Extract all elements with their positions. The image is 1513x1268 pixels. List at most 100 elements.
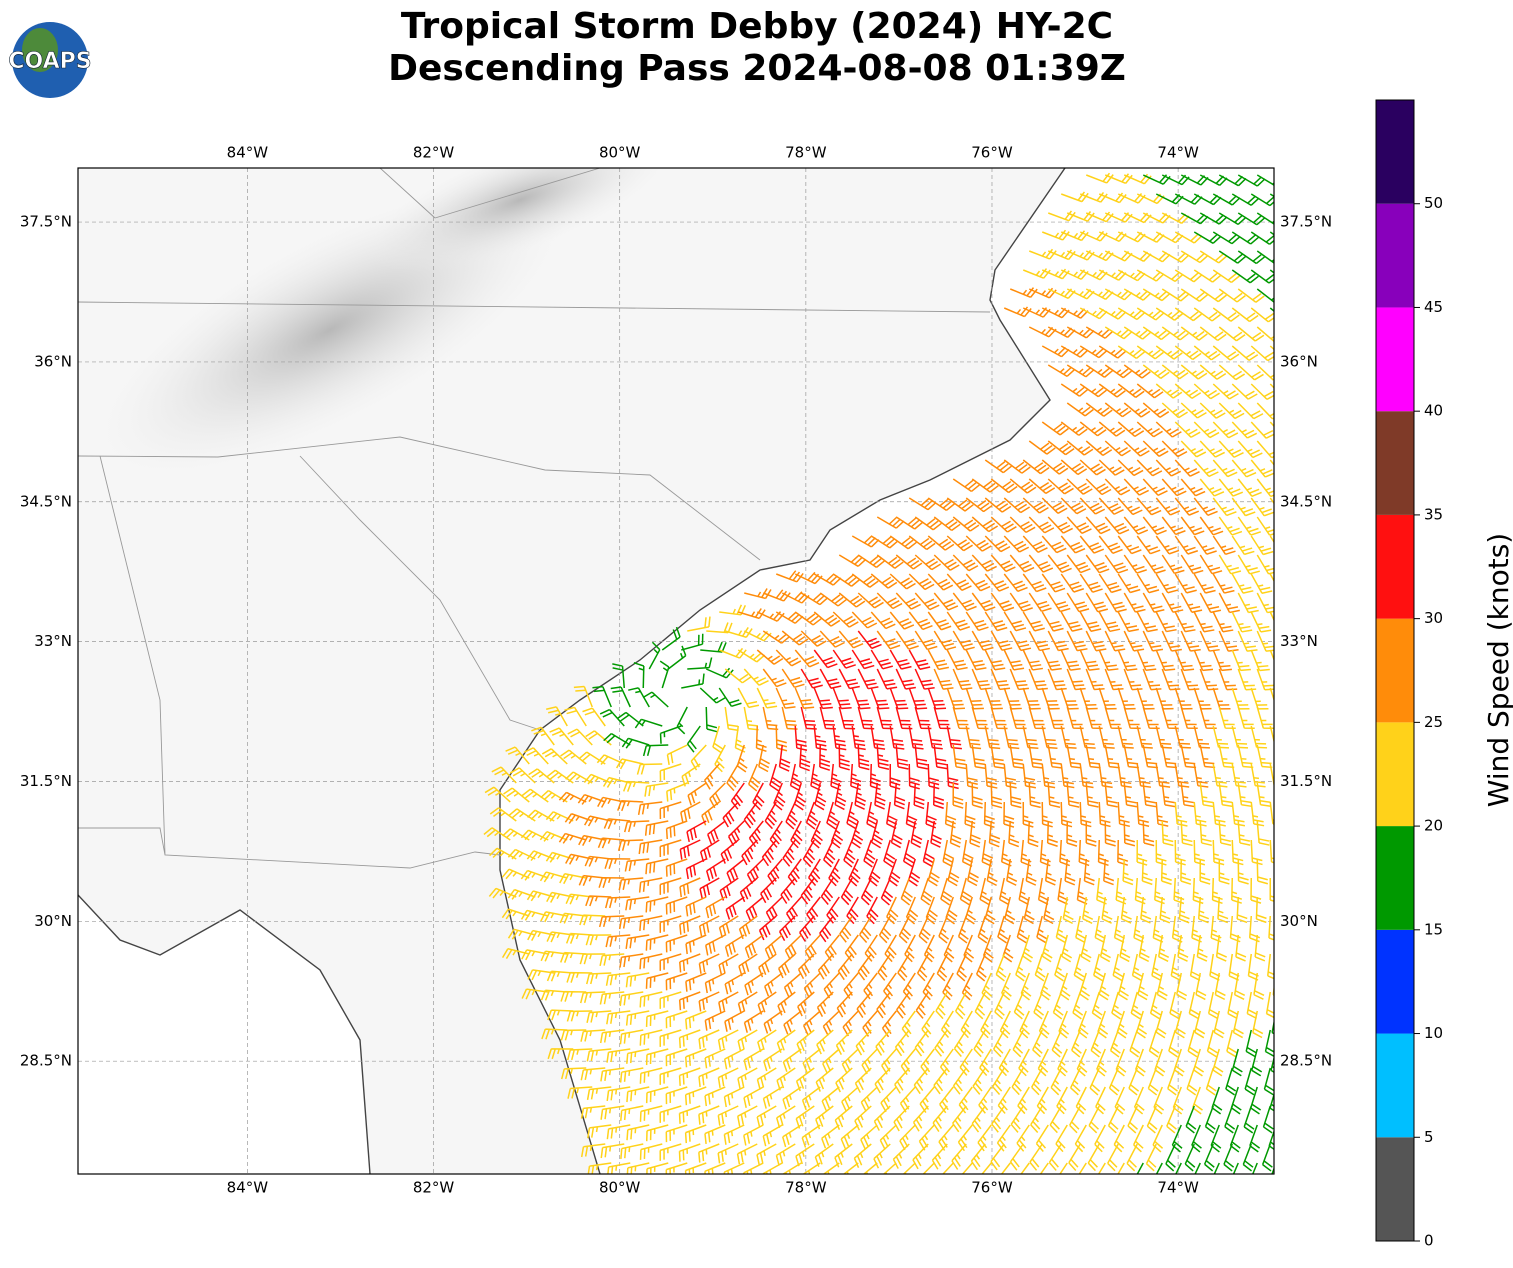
wind-barb bbox=[850, 820, 864, 849]
wind-barb bbox=[840, 1124, 859, 1149]
wind-barb bbox=[1180, 364, 1208, 380]
wind-barb bbox=[1237, 250, 1266, 265]
wind-barb bbox=[889, 687, 909, 710]
wind-barb bbox=[1237, 364, 1264, 381]
wind-barb bbox=[1136, 763, 1152, 788]
wind-barb bbox=[1250, 497, 1274, 517]
wind-barb bbox=[876, 592, 903, 610]
wind-barb bbox=[998, 1048, 1011, 1077]
wind-barb bbox=[545, 811, 574, 822]
wind-barb bbox=[1136, 421, 1163, 438]
wind-barb bbox=[904, 934, 916, 963]
wind-barb bbox=[1231, 459, 1257, 478]
colorbar-tick-label: 50 bbox=[1424, 194, 1443, 212]
wind-barb bbox=[984, 611, 1008, 632]
wind-barb bbox=[1269, 877, 1274, 902]
wind-barb bbox=[1218, 706, 1236, 730]
wind-barb bbox=[586, 1086, 612, 1100]
wind-barb bbox=[994, 991, 1005, 1020]
wind-barb bbox=[737, 1067, 758, 1089]
wind-barb bbox=[1250, 801, 1265, 827]
wind-barb bbox=[1161, 706, 1179, 730]
wind-barb bbox=[599, 708, 625, 727]
wind-barb bbox=[870, 687, 890, 710]
wind-barb bbox=[1041, 535, 1067, 554]
wind-barb bbox=[780, 877, 796, 904]
wind-barb bbox=[706, 622, 733, 634]
wind-barb bbox=[1018, 877, 1030, 906]
wind-barb bbox=[1205, 1067, 1217, 1096]
colorbar-tick-label: 10 bbox=[1424, 1024, 1443, 1042]
wind-barb bbox=[685, 896, 707, 917]
graticule: 84°W 84°W 82°W 82°W 80°W 80°W 78°W 78°W 76°W 76°W… bbox=[20, 144, 1332, 1197]
wind-barb bbox=[744, 972, 764, 996]
wind-barb bbox=[1250, 611, 1272, 633]
wind-barb bbox=[1193, 269, 1222, 283]
wind-barb bbox=[830, 820, 844, 849]
wind-barb bbox=[606, 1048, 631, 1063]
wind-barb bbox=[889, 763, 901, 790]
colorbar-segment bbox=[1376, 203, 1414, 308]
wind-barb bbox=[1028, 554, 1054, 573]
wind-barb bbox=[1117, 269, 1146, 282]
wind-barb bbox=[795, 1143, 815, 1167]
wind-barb bbox=[781, 706, 798, 730]
wind-barb bbox=[1066, 211, 1095, 222]
wind-barb bbox=[1088, 1105, 1100, 1134]
x-tick-label: 76°W bbox=[971, 144, 1013, 162]
wind-barb bbox=[1212, 459, 1238, 478]
wind-barb bbox=[1218, 174, 1247, 187]
wind-barb bbox=[722, 801, 739, 828]
wind-barb bbox=[1237, 326, 1265, 342]
wind-barb bbox=[957, 915, 969, 944]
wind-barb bbox=[787, 858, 802, 886]
wind-barb bbox=[748, 820, 764, 848]
wind-barb bbox=[681, 633, 704, 651]
wind-barb bbox=[1231, 307, 1259, 323]
wind-barb bbox=[1249, 1124, 1261, 1153]
wind-barb bbox=[699, 839, 720, 863]
wind-barb bbox=[1166, 1105, 1177, 1134]
wind-barb bbox=[488, 887, 517, 899]
wind-barb bbox=[1028, 706, 1046, 730]
wind-barb bbox=[1022, 573, 1047, 593]
wind-barb bbox=[1253, 972, 1265, 1000]
wind-barb bbox=[661, 626, 681, 651]
wind-barb bbox=[886, 801, 898, 829]
wind-barb bbox=[1180, 402, 1207, 419]
wind-barb bbox=[1060, 611, 1083, 632]
wind-barb bbox=[796, 1029, 815, 1054]
wind-barb bbox=[942, 972, 954, 1001]
wind-barb bbox=[1142, 782, 1157, 808]
wind-barb bbox=[927, 858, 940, 887]
wind-barb bbox=[1210, 915, 1222, 943]
wind-barb bbox=[645, 934, 669, 951]
wind-barb bbox=[724, 972, 745, 995]
wind-barb bbox=[802, 1010, 821, 1036]
wind-barb bbox=[916, 953, 929, 982]
wind-barb bbox=[586, 972, 612, 985]
wind-barb bbox=[1078, 839, 1090, 867]
wind-barb bbox=[841, 1086, 859, 1112]
wind-barb bbox=[1192, 1086, 1203, 1115]
wind-barb bbox=[794, 649, 820, 668]
wind-barb bbox=[586, 1010, 612, 1023]
wind-barb bbox=[943, 934, 955, 963]
wind-barb bbox=[899, 1086, 916, 1113]
wind-barb bbox=[842, 1010, 859, 1037]
x-tick-label: 82°W bbox=[413, 144, 455, 162]
wind-barb bbox=[1276, 517, 1298, 535]
wind-barb bbox=[1199, 250, 1228, 264]
wind-barb bbox=[1123, 782, 1138, 808]
wind-barb bbox=[1085, 478, 1112, 496]
wind-barb bbox=[501, 947, 530, 960]
y-tick-label: 31.5°N bbox=[1280, 772, 1332, 790]
wind-barb bbox=[1142, 288, 1171, 302]
wind-barb bbox=[1232, 1010, 1244, 1039]
wind-barb bbox=[1016, 915, 1028, 944]
wind-barb bbox=[642, 744, 669, 757]
wind-barb bbox=[1098, 573, 1122, 594]
wind-barb bbox=[1155, 421, 1182, 438]
wind-barb bbox=[1089, 1067, 1101, 1096]
wind-barb bbox=[933, 516, 961, 532]
